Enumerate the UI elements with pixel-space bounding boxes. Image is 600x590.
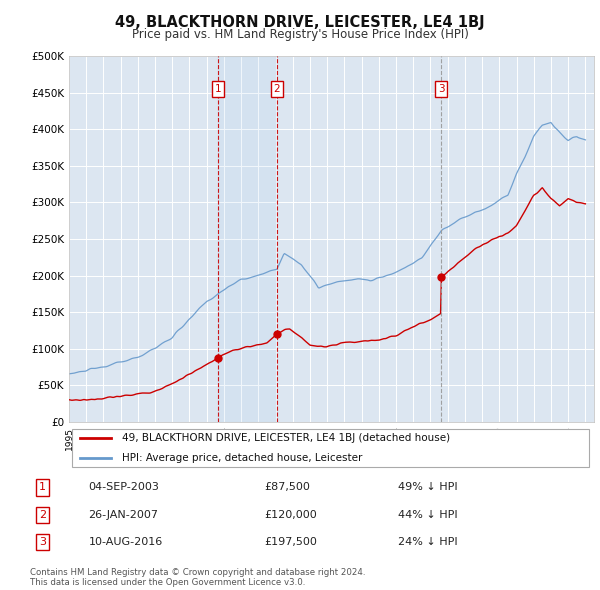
Text: 49% ↓ HPI: 49% ↓ HPI [398,483,458,493]
Text: £87,500: £87,500 [265,483,310,493]
Text: 24% ↓ HPI: 24% ↓ HPI [398,537,458,547]
Text: 49, BLACKTHORN DRIVE, LEICESTER, LE4 1BJ (detached house): 49, BLACKTHORN DRIVE, LEICESTER, LE4 1BJ… [121,434,449,444]
Text: 3: 3 [39,537,46,547]
Text: 3: 3 [437,84,444,94]
Text: Contains HM Land Registry data © Crown copyright and database right 2024.
This d: Contains HM Land Registry data © Crown c… [30,568,365,587]
Text: 49, BLACKTHORN DRIVE, LEICESTER, LE4 1BJ: 49, BLACKTHORN DRIVE, LEICESTER, LE4 1BJ [115,15,485,30]
Text: 2: 2 [274,84,280,94]
Text: £197,500: £197,500 [265,537,317,547]
Bar [218,56,277,422]
Text: £120,000: £120,000 [265,510,317,520]
Text: 44% ↓ HPI: 44% ↓ HPI [398,510,458,520]
Text: 04-SEP-2003: 04-SEP-2003 [89,483,160,493]
Text: 1: 1 [215,84,221,94]
Text: HPI: Average price, detached house, Leicester: HPI: Average price, detached house, Leic… [121,454,362,463]
Text: 2: 2 [39,510,46,520]
Text: 26-JAN-2007: 26-JAN-2007 [89,510,158,520]
Text: 1: 1 [39,483,46,493]
FancyBboxPatch shape [71,429,589,467]
Text: 10-AUG-2016: 10-AUG-2016 [89,537,163,547]
Text: Price paid vs. HM Land Registry's House Price Index (HPI): Price paid vs. HM Land Registry's House … [131,28,469,41]
